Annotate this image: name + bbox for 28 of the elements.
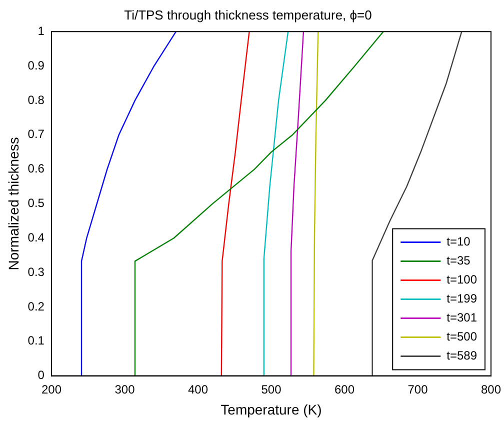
y-tick-label: 0.8 — [28, 92, 45, 107]
y-tick-label: 0.3 — [28, 264, 45, 279]
y-tick-label: 0.2 — [28, 299, 45, 314]
x-tick-label: 400 — [188, 382, 208, 396]
legend-label: t=301 — [446, 310, 478, 325]
x-tick-label: 800 — [480, 382, 502, 396]
y-tick-label: 0.9 — [28, 58, 45, 72]
x-tick-label: 500 — [261, 382, 282, 396]
y-tick-label: 0.5 — [28, 196, 45, 210]
y-tick-label: 0.1 — [28, 334, 45, 348]
legend-label: t=100 — [446, 272, 478, 287]
x-tick-label: 700 — [408, 382, 428, 396]
y-tick-label: 0.6 — [28, 162, 45, 176]
legend-label: t=10 — [446, 234, 471, 249]
legend-label: t=199 — [446, 292, 478, 306]
x-tick-label: 300 — [114, 382, 136, 396]
y-tick-label: 0.7 — [28, 127, 45, 142]
x-axis-title: Temperature (K) — [220, 401, 322, 418]
x-tick-label: 200 — [41, 382, 62, 396]
y-axis-title: Normalized thickness — [5, 137, 22, 270]
y-tick-label: 1 — [38, 24, 45, 38]
y-tick-label: 0 — [38, 368, 45, 382]
legend-label: t=589 — [446, 348, 478, 363]
legend-label: t=35 — [446, 254, 471, 268]
x-tick-label: 600 — [334, 382, 355, 396]
legend-label: t=500 — [446, 330, 478, 344]
y-tick-label: 0.4 — [28, 230, 45, 244]
chart-title: Ti/TPS through thickness temperature, ϕ=0 — [124, 7, 372, 22]
